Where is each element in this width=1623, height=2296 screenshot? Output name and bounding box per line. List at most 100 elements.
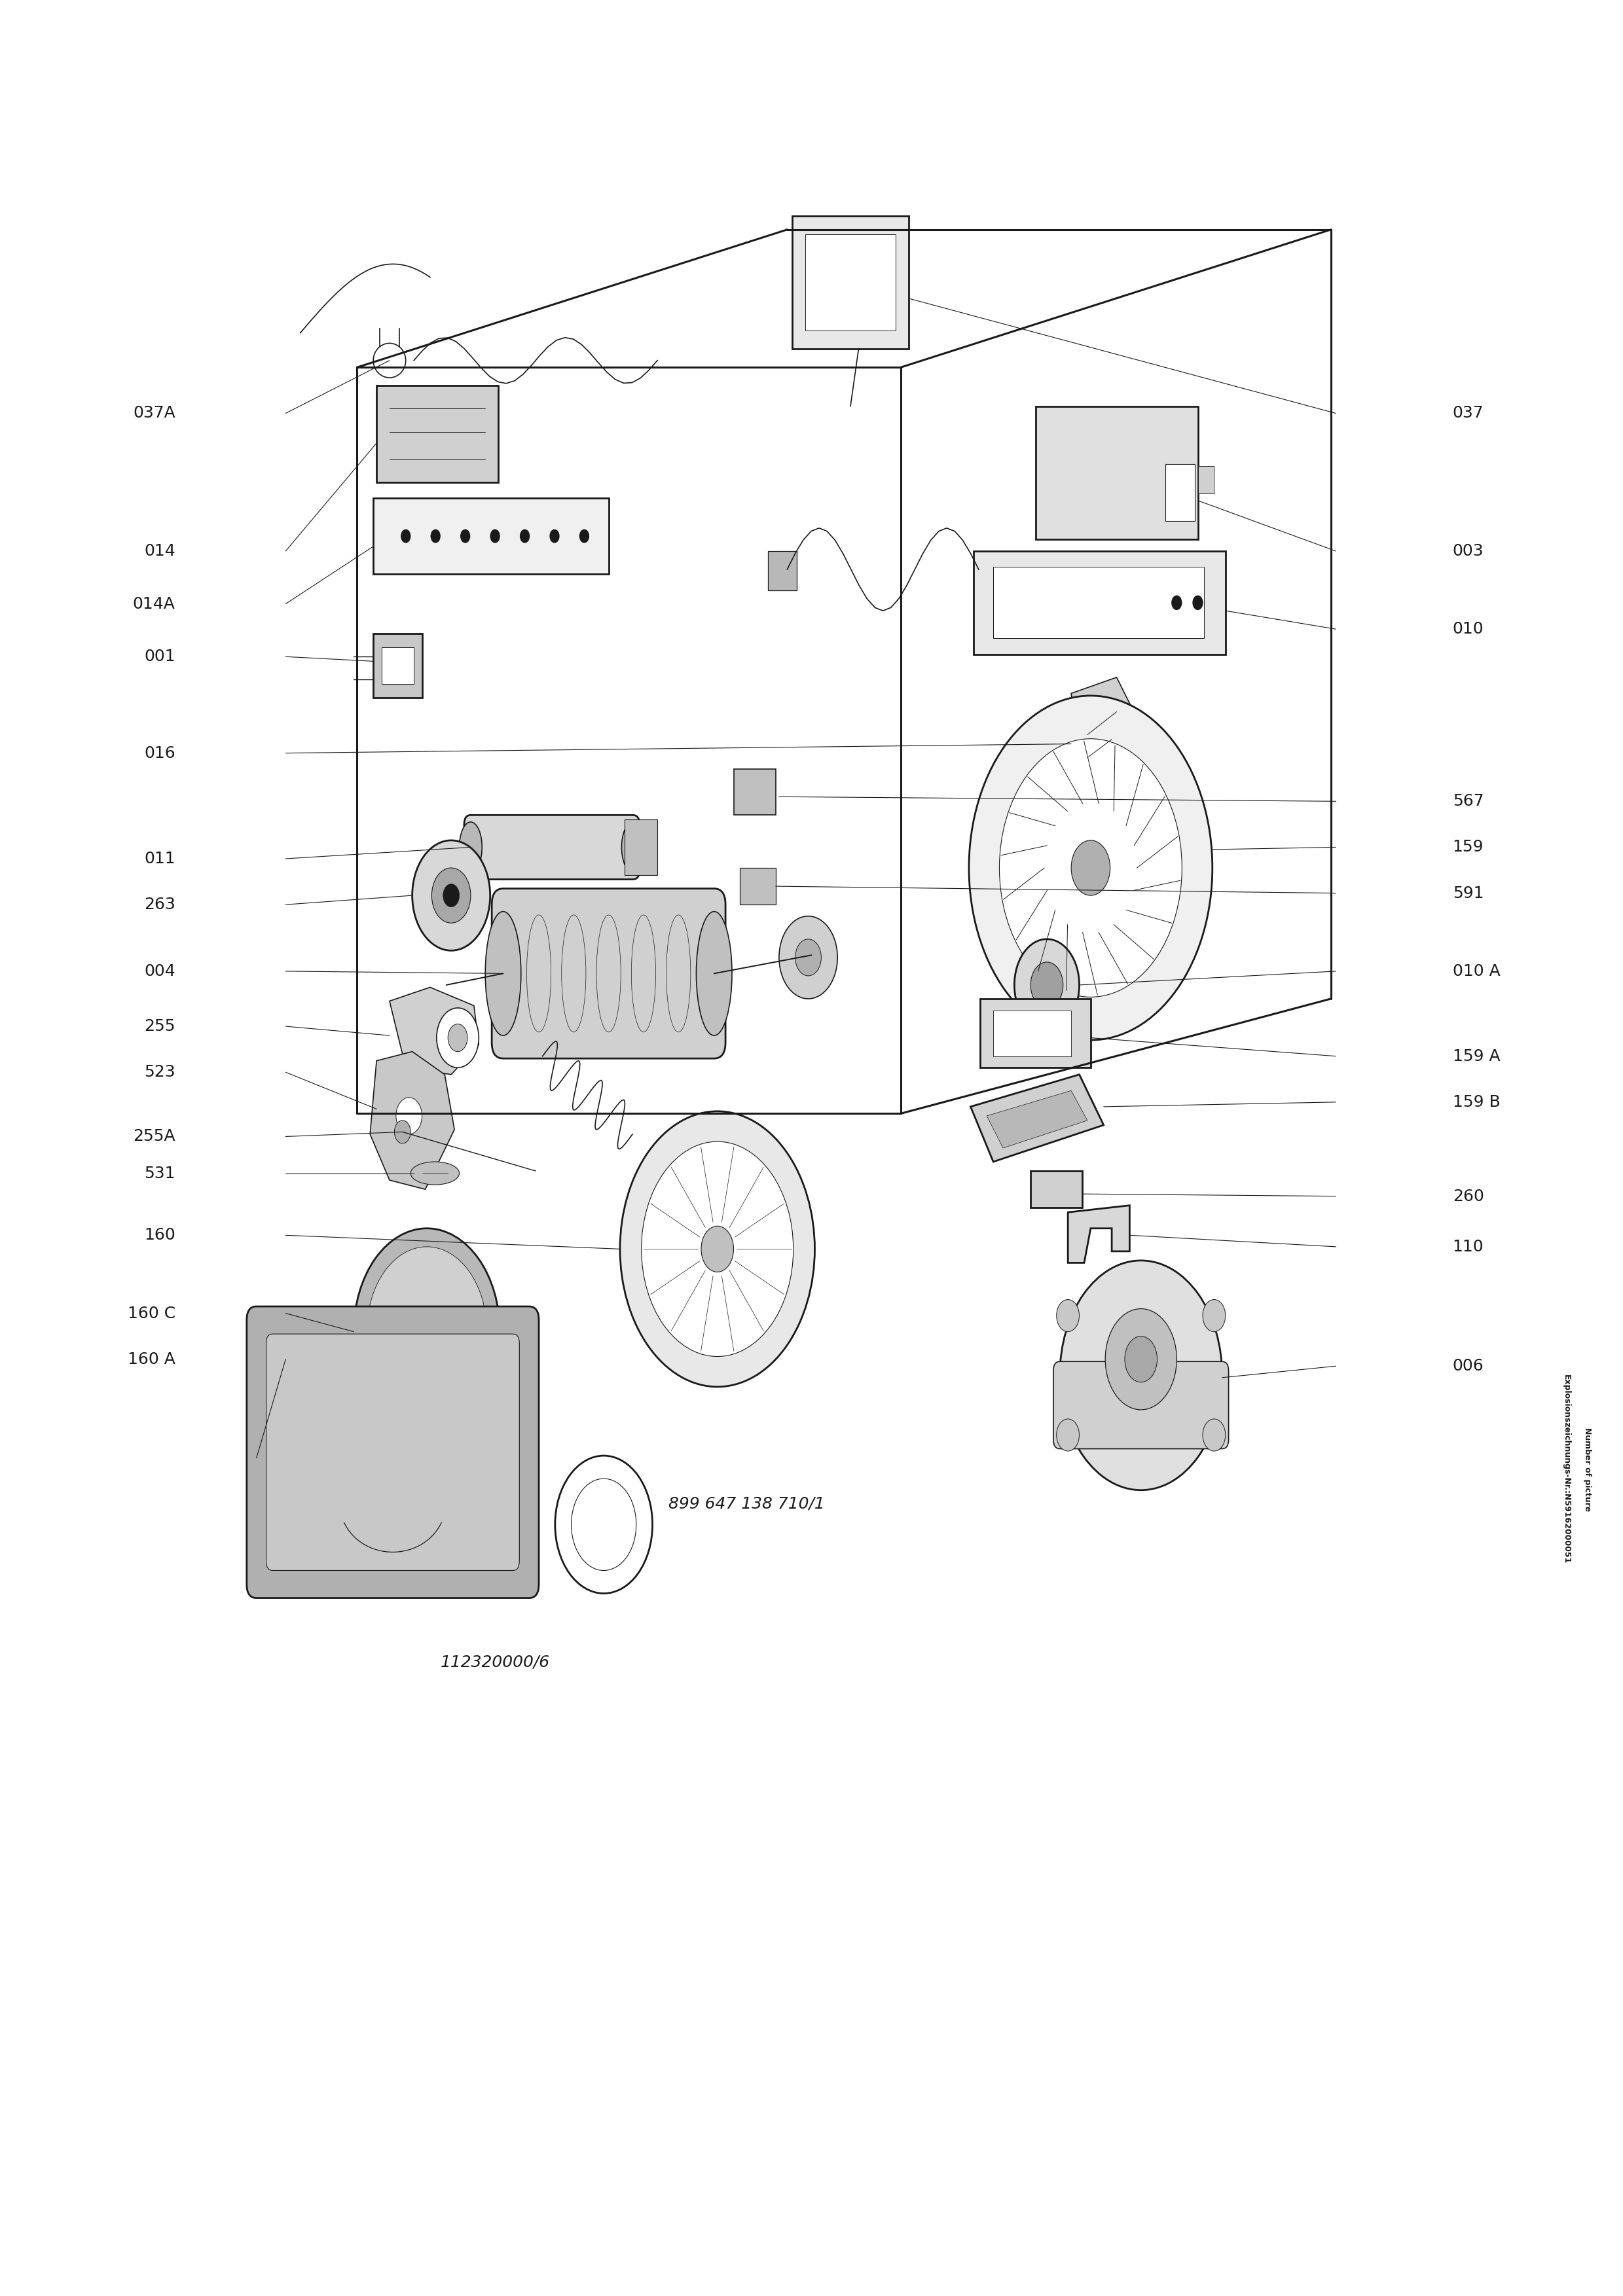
Circle shape [1057, 1419, 1079, 1451]
Polygon shape [390, 987, 479, 1075]
Text: 591: 591 [1453, 886, 1483, 900]
Text: 160 C: 160 C [128, 1306, 175, 1320]
FancyBboxPatch shape [974, 551, 1225, 654]
Text: 523: 523 [144, 1065, 175, 1079]
Text: 567: 567 [1453, 794, 1483, 808]
Circle shape [1105, 1309, 1177, 1410]
FancyBboxPatch shape [768, 551, 797, 590]
FancyBboxPatch shape [1031, 1171, 1083, 1208]
Polygon shape [1068, 1205, 1130, 1263]
FancyBboxPatch shape [1035, 406, 1198, 540]
Circle shape [443, 884, 459, 907]
FancyBboxPatch shape [792, 216, 909, 349]
Circle shape [1060, 1261, 1222, 1490]
FancyBboxPatch shape [980, 999, 1091, 1068]
Circle shape [571, 1479, 636, 1570]
Circle shape [641, 1141, 794, 1357]
FancyBboxPatch shape [740, 868, 776, 905]
Text: 160 A: 160 A [128, 1352, 175, 1366]
Circle shape [437, 1008, 479, 1068]
Text: 263: 263 [144, 898, 175, 912]
Circle shape [521, 530, 529, 542]
Text: 037: 037 [1453, 406, 1483, 420]
Circle shape [620, 1111, 815, 1387]
Text: 255: 255 [144, 1019, 175, 1033]
FancyBboxPatch shape [993, 1010, 1071, 1056]
FancyBboxPatch shape [1053, 1362, 1229, 1449]
Text: 159 B: 159 B [1453, 1095, 1500, 1109]
FancyBboxPatch shape [1165, 464, 1195, 521]
Circle shape [432, 868, 471, 923]
Text: 014A: 014A [133, 597, 175, 611]
Text: 011: 011 [144, 852, 175, 866]
Circle shape [394, 1120, 411, 1143]
Ellipse shape [485, 912, 521, 1035]
FancyBboxPatch shape [464, 815, 639, 879]
Circle shape [555, 1456, 652, 1593]
Circle shape [461, 530, 469, 542]
Circle shape [490, 530, 500, 542]
Text: Explosionszeichnungs-Nr.:N59162000051: Explosionszeichnungs-Nr.:N59162000051 [1561, 1375, 1571, 1564]
Text: 016: 016 [144, 746, 175, 760]
Circle shape [969, 696, 1212, 1040]
FancyBboxPatch shape [734, 769, 776, 815]
Circle shape [412, 840, 490, 951]
Text: 010 A: 010 A [1453, 964, 1500, 978]
Circle shape [1125, 1336, 1157, 1382]
FancyBboxPatch shape [1198, 466, 1214, 494]
Ellipse shape [411, 1162, 459, 1185]
Text: 010: 010 [1453, 622, 1483, 636]
FancyBboxPatch shape [373, 634, 422, 698]
Ellipse shape [373, 344, 406, 379]
Circle shape [1203, 1419, 1225, 1451]
Circle shape [1172, 597, 1182, 611]
Circle shape [795, 939, 821, 976]
Text: 260: 260 [1453, 1189, 1483, 1203]
Text: 899 647 138 710/1: 899 647 138 710/1 [669, 1497, 824, 1511]
Circle shape [1193, 597, 1203, 611]
Text: Number of picture: Number of picture [1582, 1428, 1592, 1511]
Polygon shape [1071, 677, 1136, 790]
Text: 160: 160 [144, 1228, 175, 1242]
Text: 004: 004 [144, 964, 175, 978]
Circle shape [779, 916, 837, 999]
FancyBboxPatch shape [805, 234, 896, 331]
Circle shape [401, 530, 411, 542]
Wedge shape [354, 1228, 500, 1332]
Circle shape [701, 1226, 734, 1272]
FancyBboxPatch shape [492, 889, 725, 1058]
Circle shape [1203, 1300, 1225, 1332]
Text: 112320000/6: 112320000/6 [440, 1655, 550, 1669]
FancyBboxPatch shape [377, 386, 498, 482]
Ellipse shape [622, 822, 644, 872]
Text: 110: 110 [1453, 1240, 1483, 1254]
Circle shape [1071, 840, 1110, 895]
Circle shape [1000, 739, 1182, 996]
Text: 159 A: 159 A [1453, 1049, 1500, 1063]
Circle shape [432, 530, 440, 542]
Polygon shape [987, 1091, 1087, 1148]
Circle shape [1014, 939, 1079, 1031]
Ellipse shape [696, 912, 732, 1035]
Circle shape [1031, 962, 1063, 1008]
Text: 014: 014 [144, 544, 175, 558]
Polygon shape [971, 1075, 1104, 1162]
Circle shape [579, 530, 589, 542]
Ellipse shape [459, 822, 482, 872]
FancyBboxPatch shape [266, 1334, 519, 1570]
Wedge shape [367, 1247, 487, 1332]
Circle shape [1057, 1300, 1079, 1332]
FancyBboxPatch shape [247, 1306, 539, 1598]
Text: 001: 001 [144, 650, 175, 664]
Circle shape [448, 1024, 467, 1052]
Circle shape [396, 1097, 422, 1134]
Text: 531: 531 [144, 1166, 175, 1180]
Polygon shape [370, 1052, 454, 1189]
Text: 006: 006 [1453, 1359, 1483, 1373]
Circle shape [550, 530, 558, 542]
FancyBboxPatch shape [993, 567, 1204, 638]
Text: 159: 159 [1453, 840, 1483, 854]
Text: 255A: 255A [133, 1130, 175, 1143]
Text: 037A: 037A [133, 406, 175, 420]
FancyBboxPatch shape [625, 820, 657, 875]
